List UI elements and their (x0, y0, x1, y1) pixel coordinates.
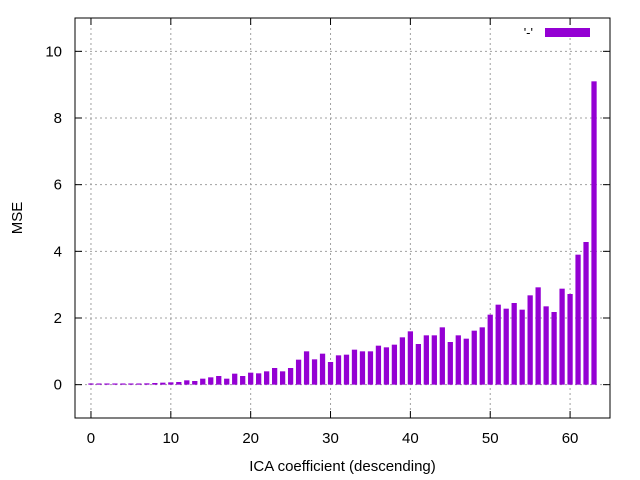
bar (487, 314, 493, 385)
bar (471, 330, 477, 385)
bar (519, 309, 525, 385)
x-tick-label: 60 (562, 430, 579, 447)
bar (455, 335, 461, 385)
bar (463, 338, 469, 385)
bar (431, 335, 437, 385)
bar (327, 362, 334, 385)
bar (407, 331, 414, 385)
y-tick-label: 10 (45, 43, 62, 60)
x-tick-label: 20 (242, 430, 259, 447)
x-tick-label: 10 (162, 430, 179, 447)
bars (88, 81, 597, 385)
y-axis-title: MSE (9, 202, 26, 235)
bar (264, 371, 270, 385)
bar (136, 383, 142, 385)
axis-ticks (75, 18, 610, 418)
y-tick-label: 8 (54, 110, 62, 127)
bar (535, 287, 541, 385)
bar (112, 383, 118, 385)
bar (375, 345, 382, 385)
bar (567, 294, 573, 385)
bar (128, 383, 134, 385)
bar (527, 295, 533, 385)
bar (176, 382, 182, 385)
bar (367, 351, 374, 385)
bar (479, 327, 485, 385)
legend-swatch (545, 28, 590, 37)
bar (311, 359, 318, 385)
bar (343, 354, 350, 385)
y-tick-labels: 0 2 4 6 8 10 (45, 43, 62, 393)
x-tick-label: 0 (87, 430, 95, 447)
bar (423, 335, 429, 385)
x-tick-labels: 0 10 20 30 40 50 60 (87, 430, 579, 447)
bar (168, 382, 174, 385)
bar (248, 372, 254, 385)
bar (495, 304, 501, 385)
x-tick-label: 40 (402, 430, 419, 447)
bar (184, 380, 190, 385)
y-tick-label: 4 (54, 243, 62, 260)
plot-frame (74, 17, 611, 419)
bar (551, 312, 557, 385)
bar (415, 344, 421, 385)
bar (303, 351, 310, 385)
bar (271, 368, 278, 385)
bar (208, 377, 214, 385)
bar (351, 349, 358, 385)
bar (335, 355, 342, 385)
bar (439, 327, 445, 385)
bar (319, 353, 326, 385)
bar (503, 308, 509, 385)
bar (232, 373, 238, 385)
bar (224, 378, 230, 385)
bar (511, 303, 517, 385)
bar (152, 383, 158, 385)
x-tick-label: 50 (482, 430, 499, 447)
bar (200, 378, 206, 385)
bar (287, 368, 294, 385)
legend: '-' (524, 25, 590, 40)
x-axis-title: ICA coefficient (descending) (249, 458, 436, 475)
bar (192, 381, 198, 385)
bar (391, 344, 398, 385)
bar (256, 373, 262, 385)
bar (359, 351, 366, 385)
y-tick-label: 0 (54, 377, 62, 394)
bar (120, 383, 126, 385)
bar (447, 342, 453, 385)
bar (104, 383, 110, 385)
bar (88, 383, 94, 385)
bar (279, 371, 286, 385)
bar (383, 347, 390, 385)
bar (216, 376, 222, 385)
bar (295, 359, 302, 385)
legend-label: '-' (524, 25, 533, 40)
bar (559, 288, 565, 385)
bar (583, 242, 589, 385)
bar (240, 376, 246, 385)
bar (96, 383, 102, 385)
x-tick-label: 30 (322, 430, 339, 447)
bar (591, 81, 597, 385)
bar (575, 254, 581, 385)
y-tick-label: 6 (54, 177, 62, 194)
bar (144, 383, 150, 385)
y-tick-label: 2 (54, 310, 62, 327)
bar (160, 382, 166, 385)
bar (543, 306, 549, 385)
bar (399, 337, 406, 385)
